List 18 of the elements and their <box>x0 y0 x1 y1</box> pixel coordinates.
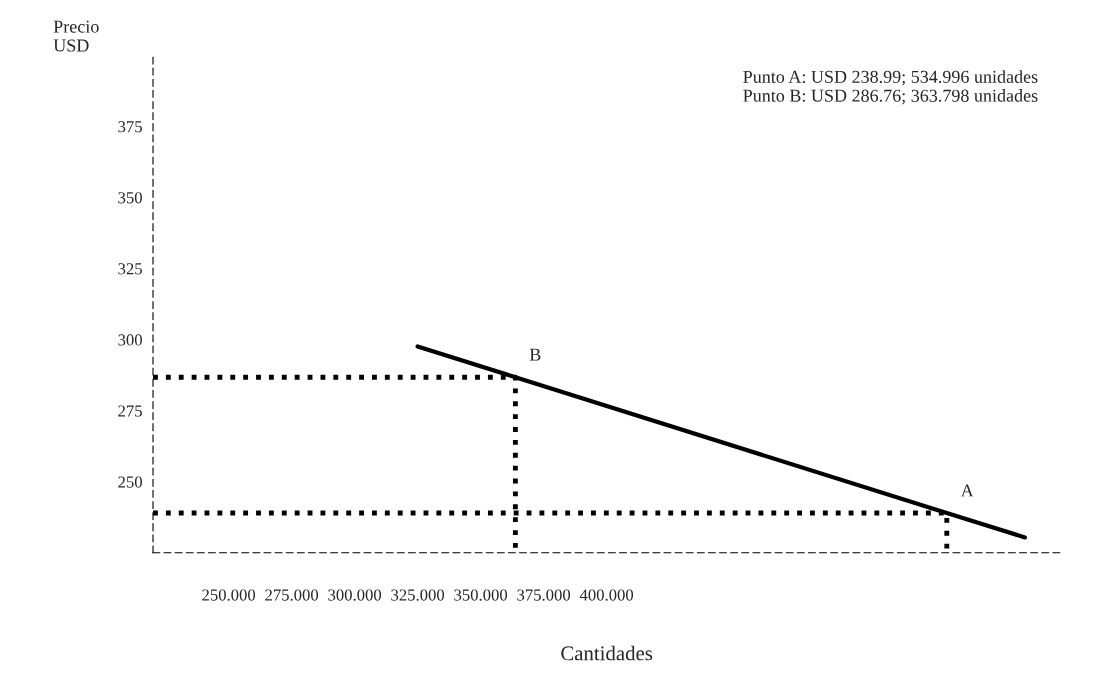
x-tick-label: 375.000 <box>517 589 571 601</box>
y-tick-label: 375 <box>118 121 142 133</box>
x-tick-label: 400.000 <box>579 589 634 601</box>
annotation: Punto A: USD 238.99; 534.996 unidades Punto B: USD 286.76; 363.798 unidades <box>743 70 1038 105</box>
y-tick-label: 325 <box>118 263 142 275</box>
x-tick-label: 325.000 <box>391 589 445 601</box>
x-tick-label: 275.000 <box>265 589 319 601</box>
y-tick-label: 300 <box>118 334 142 346</box>
x-tick-label: 300.000 <box>328 589 382 601</box>
annotation: B <box>529 348 541 361</box>
x-axis-title: Cantidades <box>561 645 653 661</box>
y-tick-label: 275 <box>118 405 142 417</box>
x-tick-label: 350.000 <box>454 589 508 601</box>
y-axis-title: Precio USD <box>53 20 99 52</box>
x-tick-label: 250.000 <box>202 589 256 601</box>
y-tick-label: 350 <box>118 192 142 204</box>
y-tick-label: 250 <box>118 476 142 488</box>
annotation: A <box>960 484 974 497</box>
